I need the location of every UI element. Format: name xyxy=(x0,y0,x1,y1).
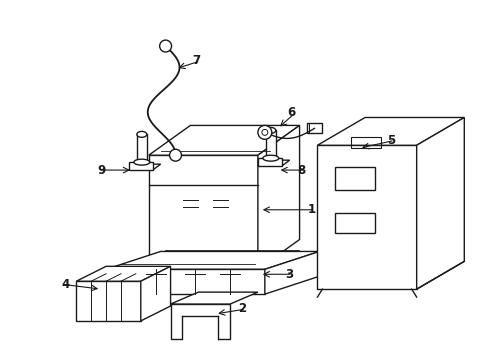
Text: 9: 9 xyxy=(98,163,106,176)
Polygon shape xyxy=(257,125,299,269)
Ellipse shape xyxy=(137,131,146,137)
Polygon shape xyxy=(170,292,257,304)
Polygon shape xyxy=(76,266,170,281)
Polygon shape xyxy=(317,117,463,145)
Circle shape xyxy=(257,125,271,139)
Polygon shape xyxy=(76,281,141,321)
Polygon shape xyxy=(306,123,322,133)
Polygon shape xyxy=(129,164,161,170)
Polygon shape xyxy=(141,266,170,321)
Polygon shape xyxy=(148,155,257,269)
Polygon shape xyxy=(416,117,463,289)
Polygon shape xyxy=(257,158,281,166)
Ellipse shape xyxy=(263,155,278,161)
Text: 7: 7 xyxy=(192,54,200,67)
Text: 2: 2 xyxy=(238,302,245,315)
Text: 3: 3 xyxy=(284,268,292,281)
Ellipse shape xyxy=(265,127,275,133)
Polygon shape xyxy=(148,125,299,155)
Text: 4: 4 xyxy=(61,278,69,291)
Text: 5: 5 xyxy=(386,134,394,147)
Polygon shape xyxy=(182,316,218,341)
Polygon shape xyxy=(265,130,275,158)
Ellipse shape xyxy=(134,159,149,165)
Polygon shape xyxy=(137,134,146,162)
Polygon shape xyxy=(129,162,152,170)
Circle shape xyxy=(169,149,181,161)
Text: 8: 8 xyxy=(297,163,305,176)
Polygon shape xyxy=(106,251,319,269)
Polygon shape xyxy=(106,269,264,294)
Polygon shape xyxy=(170,304,230,339)
Polygon shape xyxy=(317,145,416,289)
Text: 6: 6 xyxy=(287,106,295,119)
Text: 1: 1 xyxy=(307,203,315,216)
Polygon shape xyxy=(257,160,289,166)
Circle shape xyxy=(160,40,171,52)
Polygon shape xyxy=(264,251,319,294)
